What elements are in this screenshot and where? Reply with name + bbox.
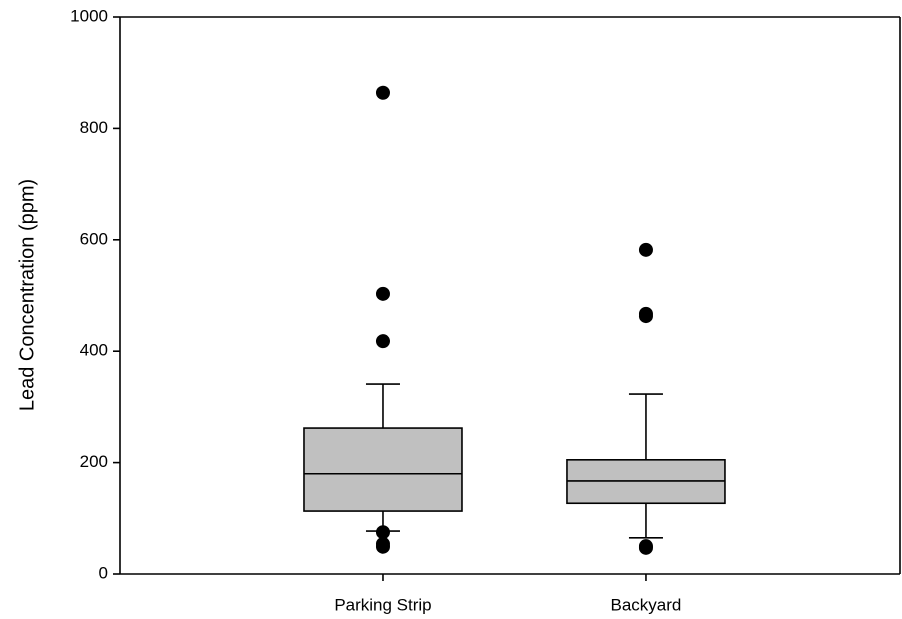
outlier <box>375 525 390 540</box>
outlier <box>375 286 390 301</box>
y-tick-label: 1000 <box>70 6 108 25</box>
outlier <box>375 85 390 100</box>
y-tick-label: 0 <box>99 563 108 582</box>
y-tick-label: 600 <box>80 229 108 248</box>
y-axis-label: Lead Concentration (ppm) <box>16 179 38 411</box>
y-tick-label: 200 <box>80 452 108 471</box>
x-tick-label: Parking Strip <box>334 595 431 614</box>
outlier <box>638 540 653 555</box>
x-tick-label: Backyard <box>611 595 682 614</box>
outlier <box>638 242 653 257</box>
y-tick-label: 400 <box>80 341 108 360</box>
outlier <box>638 309 653 324</box>
outlier <box>375 334 390 349</box>
y-tick-label: 800 <box>80 118 108 137</box>
outlier <box>375 539 390 554</box>
box <box>303 427 463 512</box>
